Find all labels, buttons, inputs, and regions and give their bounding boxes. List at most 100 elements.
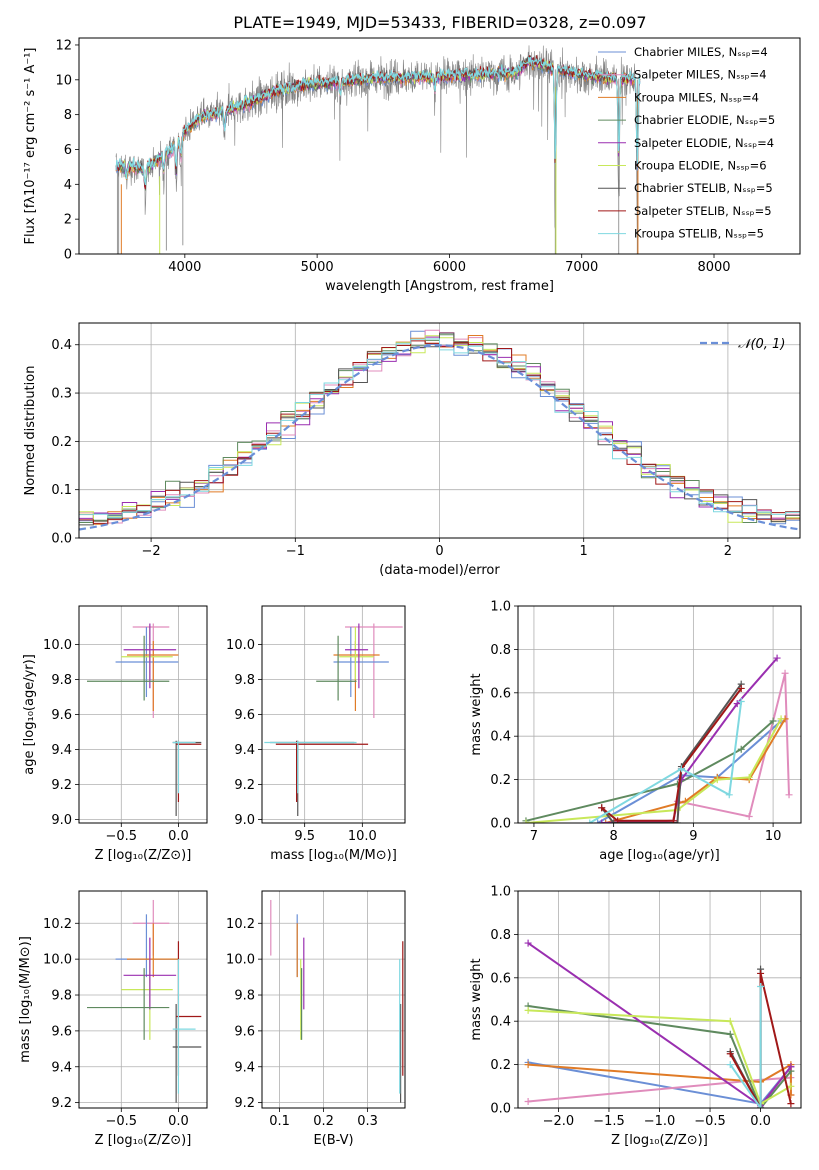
data-point-salpeter_stelib <box>737 684 745 692</box>
error-cross-kroupa_miles <box>127 641 179 711</box>
data-point-kroupa_stelib <box>757 1104 765 1108</box>
error-cross-kroupa_stelib <box>172 740 196 794</box>
tick-label-y: 0.8 <box>490 928 511 943</box>
legend-label-salpeter_elodie: Salpeter ELODIE, Nₛₛₚ=4 <box>634 136 774 150</box>
data-point-chabrier_elodie <box>769 717 777 725</box>
tick-label-y: 0.4 <box>490 1015 511 1030</box>
tick-label-x: 7000 <box>565 260 598 275</box>
error-cross-chabrier_elodie <box>87 635 170 701</box>
ylabel-z_vs_mass: mass [log₁₀(M/M⊙)] <box>18 936 33 1063</box>
tick-label-x: 10.0 <box>348 829 377 844</box>
plot-area-ebv_vs_mass <box>270 899 404 1103</box>
tick-label-y: 9.4 <box>51 1060 72 1075</box>
series-line-chabrier_elodie <box>525 720 774 822</box>
plot-area-mass_vs_age <box>264 623 403 816</box>
data-point-salpeter_stelib <box>598 804 606 812</box>
tick-label-x: −0.5 <box>694 1114 726 1129</box>
error-cross-salpeter_elodie <box>123 937 177 1010</box>
data-point-kroupa_stelib <box>757 982 765 990</box>
series-kroupa_stelib <box>726 982 765 1108</box>
tick-label-x: 0.1 <box>269 1114 290 1129</box>
error-cross-kroupa_miles <box>127 923 179 978</box>
tick-label-x: 6000 <box>433 260 466 275</box>
series-line-chabrier_stelib <box>600 683 743 823</box>
data-point-salpeter_elodie <box>773 654 781 662</box>
xlabel-mass_vs_age: mass [log₁₀(M/M⊙)] <box>270 848 397 863</box>
series-line-kroupa_miles <box>528 1062 792 1095</box>
error-cross-salpeter_stelib <box>275 740 369 802</box>
plot-area-z_vs_age <box>87 623 202 816</box>
tick-label-x: 4000 <box>168 260 201 275</box>
legend-label-salpeter_miles: Salpeter MILES, Nₛₛₚ=4 <box>634 68 767 82</box>
tick-label-x: −0.5 <box>105 829 137 844</box>
error-cross-salpeter_elodie <box>345 623 369 689</box>
tick-label-x: −1.0 <box>644 1114 676 1129</box>
legend-label-kroupa_miles: Kroupa MILES, Nₛₛₚ=4 <box>634 90 759 104</box>
tick-label-y: 9.6 <box>234 1024 255 1039</box>
tick-label-y: 10.2 <box>226 917 255 932</box>
error-cross-chabrier_miles <box>115 627 179 697</box>
data-point-kroupa_elodie <box>726 1017 734 1025</box>
series-line-kroupa_elodie <box>528 1009 792 1106</box>
data-point-salpeter_stelib <box>757 969 765 977</box>
axes-z_vs_mass: −0.5 0.0 9.2 9.4 9.6 9.8 10.0 10.2 Z [log₁₀(Z/Z⊙… <box>18 890 208 1148</box>
data-point-salpeter_stelib <box>614 817 622 823</box>
plot-area-age_vs_weight <box>522 654 793 823</box>
data-point-kroupa_stelib <box>586 819 594 823</box>
error-cross-chabrier_miles <box>333 627 389 697</box>
legend-label-salpeter_stelib: Salpeter STELIB, Nₛₛₚ=5 <box>634 204 772 218</box>
axes-z_vs_weight: −2.0 −1.5 −1.0 −0.5 0.0 0.0 0.2 0.4 0.6 0.8 1.0 Z [… <box>469 885 802 1148</box>
data-point-chabrier_miles <box>594 819 602 823</box>
plot-area-z_vs_mass <box>87 899 202 1103</box>
xlabel-age_vs_weight: age [log₁₀(age/yr)] <box>599 848 720 863</box>
plot-area-residuals <box>79 329 800 538</box>
tick-label-y: 9.2 <box>51 778 72 793</box>
tick-label-y: 9.8 <box>51 989 72 1004</box>
tick-label-x: 1 <box>580 544 588 559</box>
legend-label-normal: 𝒩(0, 1) <box>738 337 785 352</box>
error-cross-chabrier_elodie <box>87 968 170 1040</box>
error-cross-kroupa_elodie <box>339 627 374 680</box>
xlabel-spectrum: wavelength [Angstrom, rest frame] <box>325 279 554 294</box>
data-point-salpeter_elodie <box>733 700 741 708</box>
tick-label-x: 0.3 <box>357 1114 378 1129</box>
legend-label-chabrier_elodie: Chabrier ELODIE, Nₛₛₚ=5 <box>634 113 775 127</box>
tick-label-y: 9.4 <box>51 743 72 758</box>
frame-z_vs_weight <box>517 890 802 1109</box>
data-point-kroupa_miles <box>602 819 610 823</box>
frame-z_vs_mass <box>78 890 208 1109</box>
tick-label-y: 10.0 <box>43 638 72 653</box>
xlabel-z_vs_weight: Z [log₁₀(Z/Z⊙)] <box>611 1133 708 1148</box>
data-point-salpeter_elodie <box>598 819 606 823</box>
data-point-kroupa_stelib <box>725 791 733 799</box>
normal-curve <box>79 344 800 531</box>
tick-label-y: 10.0 <box>43 953 72 968</box>
series-line-chabrier_elodie <box>527 1005 792 1108</box>
xlabel-residuals: (data-model)/error <box>379 563 500 578</box>
plot-area-spectrum <box>115 45 641 254</box>
data-point-salpeter_miles <box>785 791 793 799</box>
tick-label-y: 9.0 <box>51 813 72 828</box>
legend-label-kroupa_elodie: Kroupa ELODIE, Nₛₛₚ=6 <box>634 159 767 173</box>
frame-ebv_vs_mass <box>261 890 406 1109</box>
ylabel-z_vs_age: age [log₁₀(age/yr)] <box>22 654 37 775</box>
axes-age_vs_weight: 7 8 9 10 0.0 0.2 0.4 0.6 0.8 1.0 age [log₁₀(age/yr… <box>469 600 802 863</box>
data-point-kroupa_elodie <box>713 776 721 784</box>
series-line-kroupa_stelib <box>729 986 762 1108</box>
frame-z_vs_age <box>78 605 208 824</box>
axes-mass_vs_age: 9.5 10.0 9.0 9.2 9.4 9.6 9.8 10.0 mass [log₁₀(M/… <box>226 605 406 863</box>
tick-label-y: 9.8 <box>234 989 255 1004</box>
tick-label-y: 9.6 <box>51 708 72 723</box>
legend-label-chabrier_miles: Chabrier MILES, Nₛₛₚ=4 <box>634 45 768 59</box>
ylabel-age_vs_weight: mass weight <box>469 673 484 755</box>
data-point-salpeter_miles <box>524 1097 532 1105</box>
series-line-chabrier_miles <box>597 720 782 823</box>
error-cross-salpeter_miles <box>345 623 403 718</box>
tick-label-y: 1.0 <box>490 885 511 900</box>
data-point-chabrier_elodie <box>737 745 745 753</box>
tick-label-x: 0.0 <box>168 1114 189 1129</box>
tick-label-x: 5000 <box>301 260 334 275</box>
data-point-chabrier_stelib <box>673 819 681 823</box>
